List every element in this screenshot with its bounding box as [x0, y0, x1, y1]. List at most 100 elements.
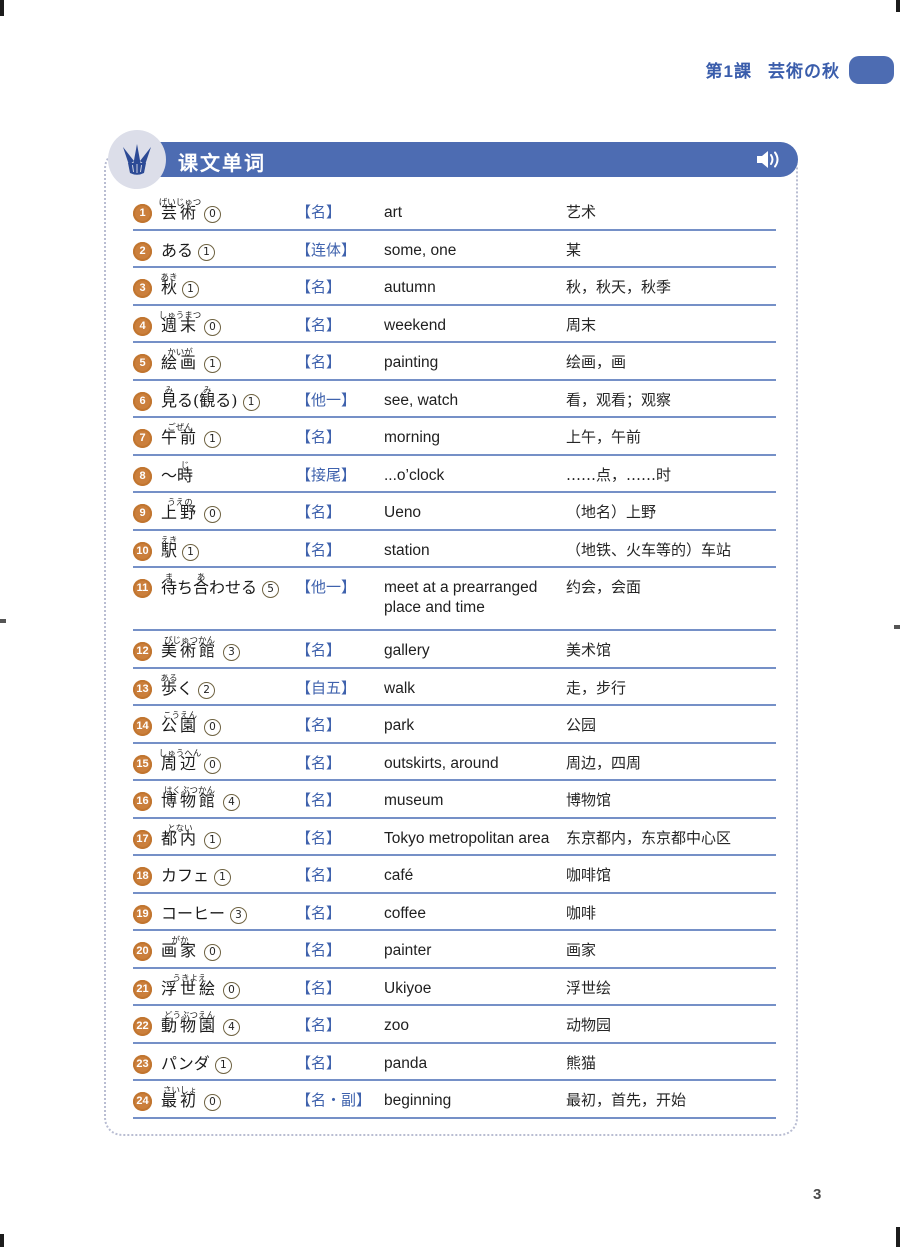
entry-english: station — [384, 541, 430, 559]
vocab-row: 22 動物園 どうぶつえん 4 【名】 zoo 动物园 — [133, 1006, 776, 1044]
entry-english: meet at a prearranged place and time — [384, 579, 538, 616]
entry-number-cell: 20 — [133, 941, 161, 961]
word-segment: カフェ — [161, 866, 210, 885]
word-segment: 芸術 げいじゅつ — [159, 198, 202, 222]
entry-chinese: 动物园 — [566, 1016, 612, 1034]
entry-number-badge: 1 — [133, 204, 152, 223]
entry-number-badge: 9 — [133, 504, 152, 523]
entry-english: café — [384, 867, 414, 884]
registration-mark — [896, 0, 900, 12]
vocab-row: 15 周辺 しゅうへん 0 【名】 outskirts, around 周边，四周 — [133, 744, 776, 781]
entry-chinese: 约会，会面 — [566, 578, 642, 596]
entry-pos: 【名】 — [296, 641, 342, 659]
entry-word: 見みる(観みる) 1 — [161, 386, 296, 411]
vocab-row: 24 最初 さいしょ 0 【名・副】 beginning 最初，首先，开始 — [133, 1081, 776, 1119]
accent-number: 1 — [204, 831, 222, 849]
furigana: あき — [160, 273, 178, 283]
entry-number-badge: 16 — [133, 792, 152, 811]
accent-number: 5 — [262, 581, 280, 598]
entry-chinese: 周边，四周 — [566, 753, 642, 772]
vocab-row: 20 画家 がか 0 【名】 painter 画家 — [133, 931, 776, 969]
entry-number-cell: 22 — [133, 1016, 161, 1036]
entry-word: ある 1 — [161, 241, 296, 261]
page-number: 3 — [813, 1186, 822, 1203]
word-segment: コーヒー — [161, 903, 226, 923]
entry-word: 周辺 しゅうへん 0 — [159, 749, 296, 774]
entry-word: 秋あき 1 — [160, 273, 296, 298]
chapter-title: 芸術の秋 — [768, 62, 840, 81]
word-segment: る) — [215, 390, 238, 410]
entry-number-badge: 10 — [133, 541, 152, 561]
chapter-number: 第1課 — [705, 62, 752, 81]
accent-number: 0 — [204, 756, 222, 774]
furigana: しゅうへん — [158, 748, 202, 759]
furigana: さいしょ — [162, 1086, 198, 1096]
vocab-list: 1 芸術 げいじゅつ 0 【名】 art 艺术 2 ある 1 【连体】 some, one 某 3 秋あき 1… — [133, 193, 776, 1119]
entry-number-badge: 19 — [133, 904, 152, 924]
entry-word: 都内 とない 1 — [161, 824, 296, 849]
accent-number: 1 — [214, 1056, 232, 1074]
furigana: はくぶつかん — [163, 786, 216, 796]
word-segment: 週末 しゅうまつ — [159, 311, 202, 335]
entry-word: パンダ 1 — [161, 1054, 296, 1074]
entry-pos: 【名】 — [296, 716, 342, 734]
word-segment: 待ま — [161, 573, 177, 597]
entry-pos: 【名・副】 — [296, 1091, 372, 1109]
accent-number: 1 — [198, 243, 216, 261]
speaker-icon[interactable] — [756, 149, 782, 170]
entry-pos: 【名】 — [296, 791, 342, 809]
entry-chinese: 绘画，画 — [566, 353, 627, 371]
vocab-row: 8 ～時じ【接尾】 ...o’clock ……点，……时 — [133, 456, 776, 493]
entry-chinese: ……点，……时 — [566, 465, 672, 484]
word-segment: く — [177, 678, 194, 698]
entry-number-cell: 18 — [133, 866, 161, 886]
vocab-row: 17 都内 とない 1 【名】 Tokyo metropolitan area 东京都内，东… — [133, 819, 776, 856]
accent-number: 0 — [204, 719, 222, 736]
entry-number-cell: 2 — [133, 241, 161, 261]
entry-number-cell: 24 — [133, 1091, 161, 1111]
entry-word: 歩あるく 2 — [160, 674, 296, 699]
entry-pos: 【名】 — [296, 828, 342, 847]
section-title: 课文单词 — [178, 153, 266, 175]
entry-pos: 【名】 — [296, 866, 342, 884]
entry-chinese: 走，步行 — [566, 678, 627, 697]
entry-word: ～時じ — [161, 461, 296, 485]
word-segment: わせる — [209, 578, 258, 597]
entry-english: park — [384, 717, 415, 734]
registration-mark — [0, 1234, 4, 1247]
entry-number-cell: 14 — [133, 716, 161, 736]
word-segment: 絵画 かいが — [161, 348, 199, 372]
entry-number-cell: 12 — [133, 641, 161, 661]
entry-chinese: 艺术 — [566, 203, 597, 221]
entry-number-cell: 21 — [133, 979, 161, 999]
entry-number-badge: 7 — [133, 429, 152, 448]
furigana: じ — [180, 460, 190, 471]
accent-number: 1 — [182, 281, 200, 298]
entry-number-badge: 8 — [133, 466, 152, 486]
entry-word: コーヒー 3 — [161, 904, 296, 924]
entry-english: walk — [384, 679, 416, 697]
entry-chinese: 美术馆 — [566, 641, 612, 659]
entry-pos: 【名】 — [296, 903, 342, 922]
vocab-row: 4 週末 しゅうまつ 0 【名】 weekend 周末 — [133, 306, 776, 343]
speaker-icon-glyph — [757, 151, 779, 168]
word-segment: 博物館 はくぶつかん — [161, 786, 218, 810]
furigana: しゅうまつ — [158, 310, 202, 321]
accent-number: 1 — [214, 869, 232, 886]
entry-english: ...o’clock — [384, 466, 445, 484]
vocab-row: 2 ある 1 【连体】 some, one 某 — [133, 231, 776, 268]
vocab-row: 14 公園 こうえん 0 【名】 park 公园 — [133, 706, 776, 744]
entry-chinese: 画家 — [566, 941, 597, 959]
entry-number-cell: 3 — [133, 278, 161, 298]
word-segment: 公園 こうえん — [161, 711, 199, 735]
vocab-row: 3 秋あき 1 【名】 autumn 秋，秋天，秋季 — [133, 268, 776, 306]
crown-icon — [123, 143, 151, 175]
word-segment: 午前 ごぜん — [161, 423, 199, 447]
entry-number-badge: 20 — [133, 942, 152, 961]
vocab-row: 21 浮世絵 うきよえ 0 【名】 Ukiyoe 浮世绘 — [133, 969, 776, 1006]
entry-number-badge: 3 — [133, 279, 152, 298]
accent-number: 0 — [204, 944, 222, 961]
entry-word: 浮世絵 うきよえ 0 — [161, 974, 296, 999]
entry-word: カフェ 1 — [161, 866, 296, 886]
